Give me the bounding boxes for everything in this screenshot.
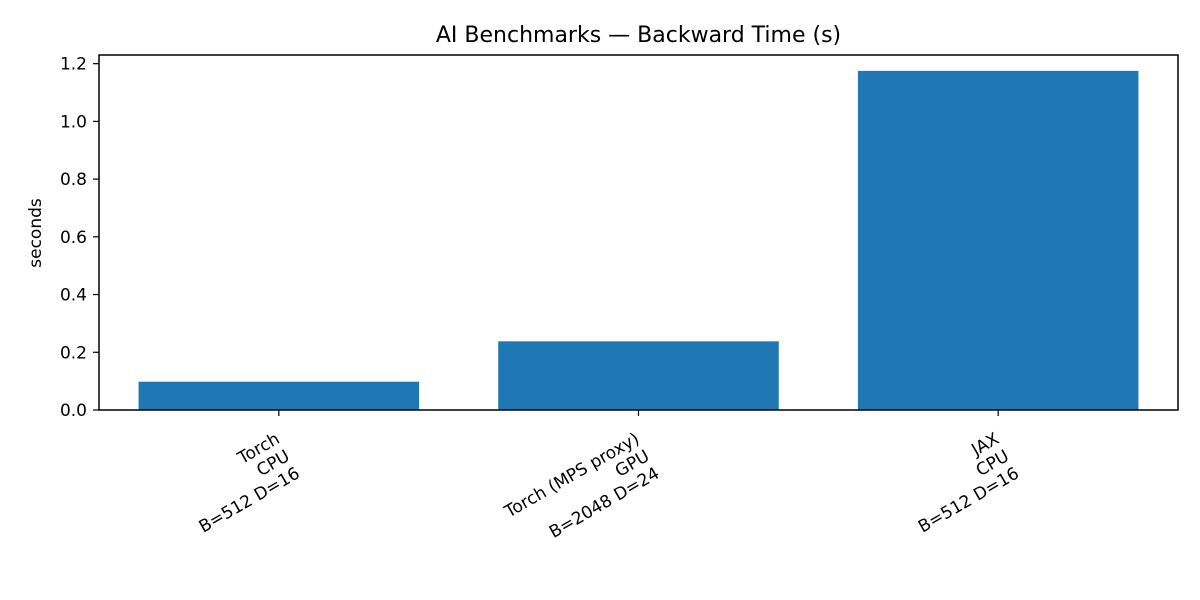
y-tick-label-6: 1.2 xyxy=(60,55,87,75)
bar-0 xyxy=(138,381,420,410)
bar-1 xyxy=(498,341,779,410)
y-axis-label: seconds xyxy=(26,198,46,268)
y-tick-label-2: 0.4 xyxy=(60,286,87,306)
y-axis: 0.0 0.2 0.4 0.6 0.8 1.0 1.2 xyxy=(60,55,99,421)
y-tick-label-5: 1.0 xyxy=(60,112,87,132)
plot-frame xyxy=(98,54,1179,411)
y-tick-label-0: 0.0 xyxy=(60,401,87,421)
y-tick-label-3: 0.6 xyxy=(60,228,87,248)
bars-group xyxy=(138,70,1139,410)
y-tick-label-1: 0.2 xyxy=(60,343,87,363)
chart-title: AI Benchmarks — Backward Time (s) xyxy=(436,23,841,48)
bar-2 xyxy=(857,70,1139,410)
y-tick-label-4: 0.8 xyxy=(60,170,87,190)
